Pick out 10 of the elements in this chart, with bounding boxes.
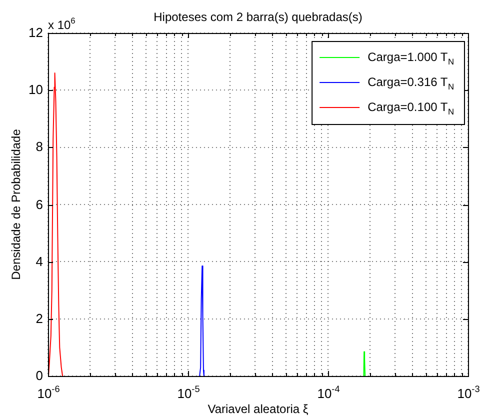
y-tick-label: 0 xyxy=(36,368,43,384)
y-tick-label: 10 xyxy=(28,82,43,98)
y-tick-label: 12 xyxy=(28,25,43,40)
x-axis-title: Variavel aleatoria ξ xyxy=(208,402,309,416)
y-tick-label: 2 xyxy=(36,311,43,326)
y-axis-title: Densidade de Probabilidade xyxy=(9,128,23,280)
chart-title: Hipoteses com 2 barra(s) quebradas(s) xyxy=(154,10,362,24)
y-tick-label: 4 xyxy=(36,254,43,270)
y-tick-label: 8 xyxy=(36,139,43,154)
y-tick-label: 6 xyxy=(36,197,43,212)
